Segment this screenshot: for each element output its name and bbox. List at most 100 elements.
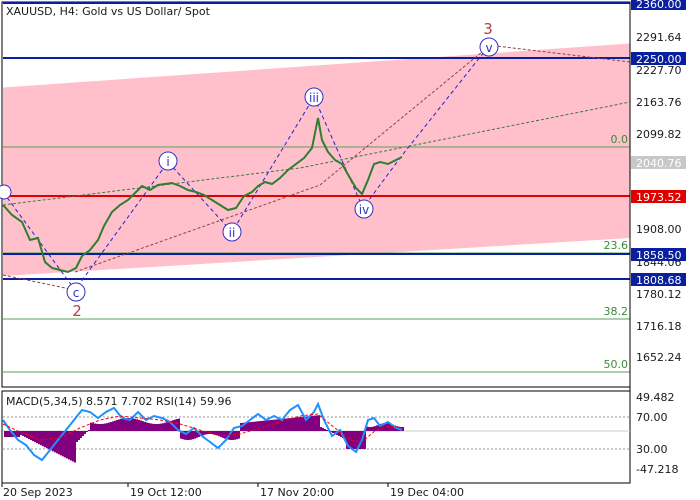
macd-bar <box>374 426 376 431</box>
indicator-tick: -47.218 <box>636 463 678 476</box>
macd-bar <box>358 431 360 449</box>
time-tick: 19 Oct 12:00 <box>130 486 202 499</box>
macd-bar <box>74 431 76 463</box>
macd-bar <box>188 431 190 440</box>
macd-bar <box>346 431 348 449</box>
macd-bar <box>354 431 356 449</box>
price-tick: 1716.18 <box>636 320 682 333</box>
macd-bar <box>120 418 122 431</box>
macd-bar <box>4 431 6 437</box>
macd-bar <box>28 431 30 440</box>
macd-bar <box>132 418 134 431</box>
macd-histogram <box>4 415 404 463</box>
macd-bar <box>54 431 56 453</box>
wave-label-3: 3 <box>483 20 493 38</box>
macd-bar <box>178 418 180 431</box>
macd-bar <box>196 431 198 438</box>
macd-signal-line <box>2 413 403 443</box>
macd-bar <box>122 418 124 431</box>
price-line <box>2 117 403 274</box>
macd-bar <box>390 423 392 431</box>
macd-bar <box>106 423 108 431</box>
macd-bar <box>138 419 140 431</box>
price-tick: 2163.76 <box>636 96 682 109</box>
indicator-tick: 70.00 <box>636 411 668 424</box>
time-tick: 20 Sep 2023 <box>3 486 73 499</box>
level-tag-1808: 1808.68 <box>631 273 686 287</box>
macd-bar <box>8 431 10 437</box>
macd-bar <box>170 420 172 431</box>
macd-bar <box>70 431 72 461</box>
macd-bar <box>52 431 54 452</box>
macd-bar <box>60 431 62 456</box>
macd-bar <box>30 431 32 441</box>
macd-bar <box>242 422 244 431</box>
svg-text:iv: iv <box>359 203 369 217</box>
macd-bar <box>372 426 374 431</box>
macd-bar <box>14 431 16 437</box>
macd-bar <box>134 418 136 431</box>
macd-bar <box>344 431 346 439</box>
level-tag-2250: 2250.00 <box>631 52 686 66</box>
wave-label-2: 2 <box>72 302 82 320</box>
macd-bar <box>20 431 22 435</box>
macd-bar <box>202 431 204 436</box>
macd-bar <box>126 418 128 431</box>
macd-bar <box>84 431 86 434</box>
macd-bar <box>80 431 82 438</box>
macd-bar <box>140 420 142 431</box>
macd-bar <box>262 420 264 431</box>
macd-bar <box>58 431 60 455</box>
macd-bar <box>296 417 298 431</box>
macd-bar <box>218 431 220 437</box>
macd-bar <box>152 423 154 431</box>
macd-bar <box>200 431 202 437</box>
macd-bar <box>144 421 146 431</box>
macd-bar <box>110 422 112 431</box>
macd-bar <box>276 419 278 431</box>
macd-bar <box>182 431 184 440</box>
macd-bar <box>312 415 314 431</box>
svg-text:i: i <box>166 155 169 169</box>
macd-bar <box>162 423 164 431</box>
wave-marker-v: v <box>479 37 499 57</box>
macd-bar <box>88 430 90 431</box>
macd-bar <box>158 423 160 431</box>
wave-marker-ii: ii <box>222 222 242 242</box>
macd-bar <box>130 418 132 431</box>
macd-bar <box>246 422 248 431</box>
macd-bar <box>278 419 280 431</box>
macd-bar <box>50 431 52 451</box>
macd-bar <box>82 431 84 436</box>
macd-bar <box>380 423 382 431</box>
svg-text:1973.52: 1973.52 <box>636 191 682 204</box>
svg-text:1808.68: 1808.68 <box>636 274 682 287</box>
macd-bar <box>128 418 130 431</box>
macd-bar <box>190 431 192 440</box>
macd-bar <box>338 431 340 436</box>
macd-bar <box>156 423 158 431</box>
time-axis: 20 Sep 2023 19 Oct 12:00 17 Nov 20:00 19… <box>1 482 630 499</box>
level-tag-1858: 1858.50 <box>631 248 686 262</box>
fib-label-38: 38.2 <box>604 305 629 318</box>
channel-line-top <box>2 43 631 89</box>
macd-bar <box>264 420 266 431</box>
macd-bar <box>86 431 88 432</box>
macd-bar <box>204 431 206 435</box>
level-tag-2040: 2040.76 <box>631 156 686 170</box>
time-tick: 19 Dec 04:00 <box>390 486 464 499</box>
macd-bar <box>256 421 258 431</box>
macd-bar <box>384 423 386 431</box>
price-tick: 2291.64 <box>636 31 682 44</box>
trend-dotted-upper <box>74 46 489 273</box>
macd-bar <box>104 423 106 431</box>
indicator-tick: 49.482 <box>636 391 675 404</box>
macd-bar <box>244 422 246 431</box>
macd-bar <box>348 431 350 449</box>
macd-bar <box>24 431 26 438</box>
macd-bar <box>322 428 324 431</box>
macd-bar <box>64 431 66 458</box>
wave-marker-start <box>0 184 12 200</box>
macd-bar <box>100 423 102 431</box>
